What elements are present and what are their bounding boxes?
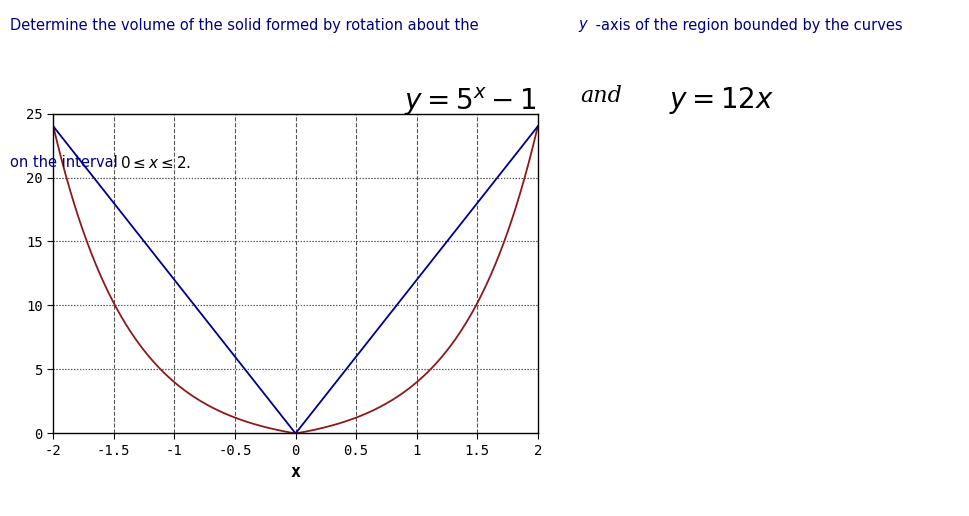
Text: -axis of the region bounded by the curves: -axis of the region bounded by the curve… [591,18,903,33]
Text: $0\leq x\leq 2.$: $0\leq x\leq 2.$ [120,155,191,171]
Text: Determine the volume of the solid formed by rotation about the: Determine the volume of the solid formed… [10,18,483,33]
Text: on the interval: on the interval [10,155,122,170]
Text: $y=5^{x}-1$: $y=5^{x}-1$ [404,85,536,118]
Text: $y=12x$: $y=12x$ [670,85,774,116]
X-axis label: x: x [291,463,300,481]
Text: $y$: $y$ [578,18,589,34]
Text: and: and [579,85,622,107]
